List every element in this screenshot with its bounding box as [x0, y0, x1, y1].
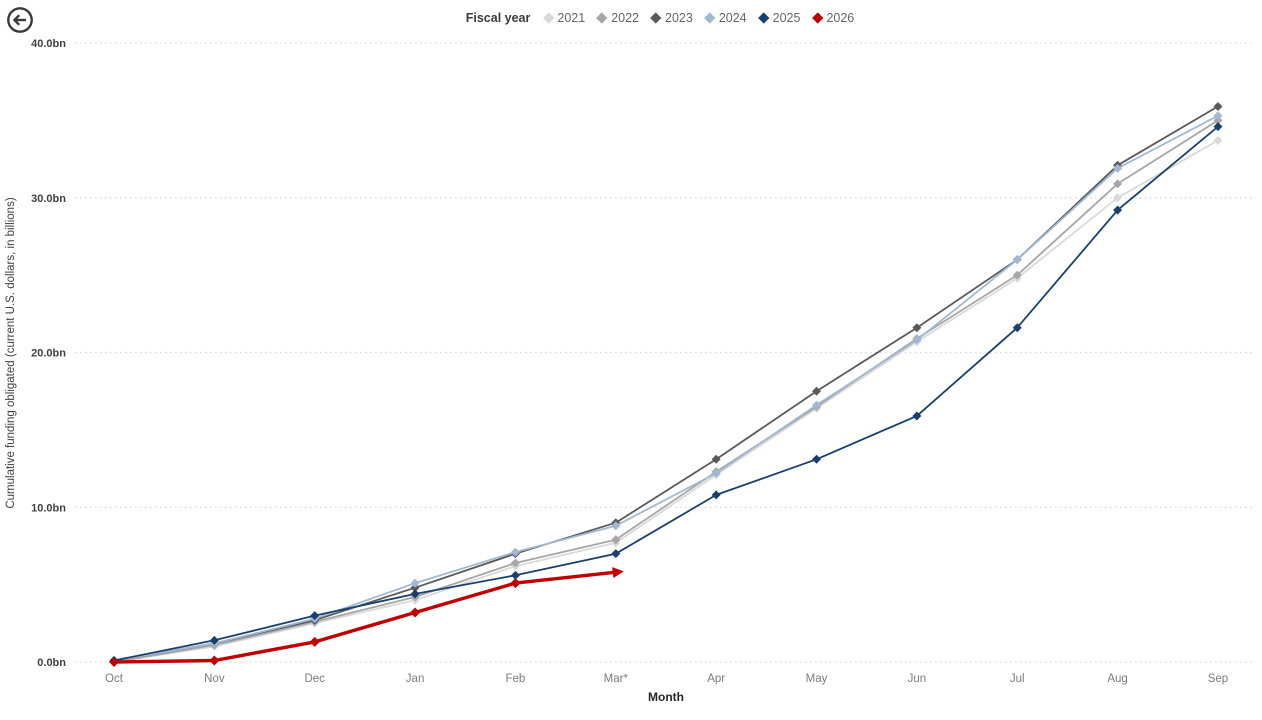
x-axis-tick-label: Jul: [1010, 673, 1025, 685]
data-point-marker: [209, 635, 219, 645]
data-point-marker: [510, 570, 520, 580]
data-point-marker: [1113, 179, 1123, 189]
data-point-marker: [1113, 163, 1123, 173]
data-point-marker: [510, 578, 521, 589]
data-point-marker: [1012, 255, 1022, 265]
legend-item-2025[interactable]: 2025: [757, 11, 801, 25]
y-axis-tick-label: 30.0bn: [31, 193, 66, 205]
data-point-marker: [1012, 323, 1022, 333]
data-point-marker: [410, 583, 420, 593]
arrow-left-circle-icon: [5, 7, 35, 38]
legend-title: Fiscal year: [465, 11, 531, 25]
x-axis-tick-label: Jan: [406, 673, 425, 685]
x-axis-tick-label: Oct: [105, 673, 124, 685]
x-axis-tick-label: Dec: [304, 673, 325, 685]
data-point-marker: [309, 636, 320, 647]
data-point-marker: [711, 454, 721, 464]
data-point-marker: [410, 578, 420, 588]
x-axis-title: Month: [648, 690, 684, 704]
data-point-marker: [209, 655, 220, 666]
data-point-marker: [510, 558, 520, 568]
legend-item-label: 2023: [665, 11, 693, 25]
data-point-marker: [1213, 122, 1223, 132]
legend-items: 2021 2022 2023 2024 2025 2026: [542, 11, 855, 25]
legend-item-label: 2022: [611, 11, 640, 25]
data-point-marker: [912, 335, 922, 345]
data-point-marker: [711, 490, 721, 500]
series-2025[interactable]: [109, 122, 1223, 665]
y-axis-tick-label: 20.0bn: [31, 348, 66, 360]
data-point-marker: [1213, 111, 1223, 121]
series-2022[interactable]: [109, 115, 1223, 667]
legend-item-2023[interactable]: 2023: [650, 11, 693, 25]
data-point-marker: [109, 657, 119, 667]
y-axis-tick-label: 40.0bn: [31, 38, 66, 50]
data-point-marker: [1213, 115, 1223, 125]
legend-item-label: 2026: [826, 11, 855, 25]
y-axis-title: Cumulative funding obligated (current U.…: [5, 197, 17, 509]
data-point-marker: [812, 400, 822, 410]
x-axis-tick-label: Jun: [908, 673, 927, 685]
x-axis-tick-label: Mar*: [604, 673, 629, 685]
legend-item-2022[interactable]: 2022: [596, 11, 640, 25]
series-2024[interactable]: [109, 111, 1223, 665]
legend-item-label: 2025: [772, 11, 801, 25]
series-2021[interactable]: [109, 135, 1223, 667]
back-button[interactable]: [5, 5, 35, 35]
series-2023[interactable]: [109, 101, 1223, 665]
data-point-marker: [611, 535, 621, 545]
data-point-marker: [410, 589, 420, 599]
data-point-marker: [1213, 101, 1223, 111]
x-axis-tick-label: Apr: [707, 673, 725, 685]
data-point-marker: [1213, 135, 1223, 145]
y-axis-tick-label: 0.0bn: [37, 657, 66, 669]
data-point-marker: [410, 607, 421, 618]
legend: Fiscal year 2021 2022 2023 2024 2025 2026: [466, 11, 855, 25]
data-point-marker: [611, 549, 621, 559]
data-point-marker: [1113, 205, 1123, 215]
legend-item-2021[interactable]: 2021: [542, 11, 586, 25]
x-axis-tick-label: Nov: [204, 673, 225, 685]
legend-item-label: 2021: [557, 11, 586, 25]
data-point-marker: [711, 468, 721, 478]
x-axis-tick-label: Feb: [506, 673, 526, 685]
y-axis-tick-label: 10.0bn: [31, 502, 66, 514]
data-point-marker: [812, 454, 822, 464]
legend-item-2024[interactable]: 2024: [704, 11, 747, 25]
data-point-marker: [510, 547, 520, 557]
data-point-marker: [1012, 270, 1022, 280]
data-point-marker: [1113, 193, 1123, 203]
series-2026[interactable]: [109, 567, 624, 667]
data-point-marker: [812, 386, 822, 396]
x-axis-tick-label: Sep: [1208, 673, 1228, 685]
arrow-end-marker: [612, 567, 624, 579]
legend-item-label: 2024: [718, 11, 747, 25]
data-point-marker: [912, 411, 922, 421]
x-axis-tick-label: Aug: [1107, 673, 1127, 685]
x-axis-tick-label: May: [806, 673, 828, 685]
data-point-marker: [912, 323, 922, 333]
legend-item-2026[interactable]: 2026: [811, 11, 855, 25]
data-point-marker: [611, 521, 621, 531]
data-point-marker: [310, 611, 320, 621]
